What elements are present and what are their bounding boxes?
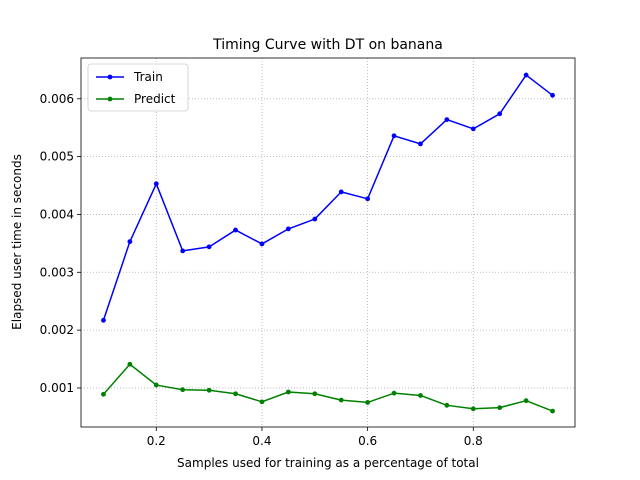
data-point-train-8 [312,216,318,222]
data-point-train-7 [285,226,291,232]
data-point-predict-16 [523,398,529,404]
y-tick-label-5: 0.006 [40,92,74,106]
y-tick-label-0: 0.001 [40,381,74,395]
x-tick-label-1: 0.4 [252,434,271,448]
series-line-predict [102,363,553,412]
data-point-train-12 [418,141,423,147]
data-point-train-2 [153,181,159,187]
legend-marker-predict [107,96,113,102]
legend-label-train: Train [133,70,163,84]
data-point-train-11 [391,133,397,139]
data-point-train-0 [101,317,106,323]
y-axis-label: Elapsed user time in seconds [10,154,24,330]
data-point-train-6 [259,241,265,247]
data-point-train-3 [180,248,186,254]
data-point-predict-7 [285,389,291,395]
data-point-predict-2 [153,382,159,388]
data-point-predict-11 [391,390,397,396]
data-point-predict-12 [418,393,423,398]
data-point-train-1 [127,239,133,245]
data-point-train-9 [338,189,344,195]
y-tick-label-2: 0.003 [40,265,74,279]
data-point-predict-9 [338,397,344,403]
data-point-predict-14 [470,406,476,412]
data-point-predict-1 [127,361,133,367]
chart-title: Timing Curve with DT on banana [212,37,443,53]
x-tick-label-2: 0.6 [358,434,377,448]
data-point-predict-10 [365,400,371,405]
data-point-train-10 [365,196,371,202]
data-point-predict-4 [206,387,212,393]
data-point-train-16 [523,72,529,78]
data-point-predict-5 [233,391,238,397]
data-point-train-17 [550,92,555,98]
legend-label-predict: Predict [134,92,176,106]
y-tick-label-1: 0.002 [40,323,74,337]
data-point-predict-13 [444,402,450,408]
x-tick-label-0: 0.2 [147,434,166,448]
data-point-predict-8 [312,391,318,397]
data-point-train-13 [444,117,450,122]
y-tick-label-3: 0.004 [40,207,74,221]
x-tick-label-3: 0.8 [464,434,483,448]
data-point-predict-0 [101,391,106,397]
data-point-train-14 [470,126,476,132]
data-point-predict-3 [180,387,186,393]
data-point-predict-15 [497,405,503,411]
axes-frame [80,57,576,428]
x-axis-label: Samples used for training as a percentag… [177,456,479,470]
data-point-train-4 [206,244,212,250]
data-point-train-5 [233,227,238,233]
plot-area: 0.2 0.4 0.6 0.8 0.001 0.002 0.003 0.004 0.005 0.0… [40,57,576,448]
series-line-train [102,74,554,321]
data-point-predict-6 [259,399,265,405]
legend-marker-train [107,74,113,80]
data-point-predict-17 [550,408,555,414]
y-tick-label-4: 0.005 [40,150,74,164]
data-point-train-15 [497,111,503,117]
